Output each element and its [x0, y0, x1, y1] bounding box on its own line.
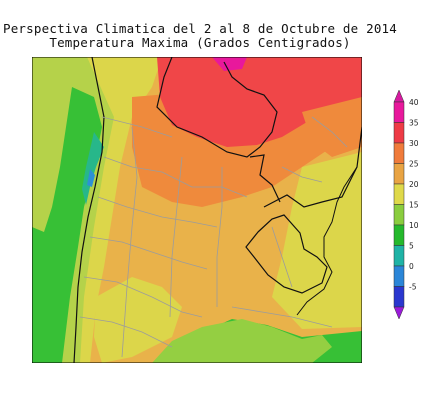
- zone-yellow-north: [80, 57, 162, 363]
- color-bar-label: 40: [409, 98, 419, 107]
- zone-cool-andes: [82, 132, 104, 205]
- map-title: Perspectiva Climatica del 2 al 8 de Octu…: [2, 21, 397, 36]
- color-bar-label: 30: [409, 139, 419, 148]
- color-bar-swatch: [393, 163, 405, 185]
- color-bar-label: 0: [409, 262, 414, 271]
- zone-light-green-south: [152, 319, 332, 363]
- temperature-map: [32, 57, 362, 363]
- color-bar-label: 10: [409, 221, 419, 230]
- color-bar-swatch: [393, 204, 405, 226]
- color-bar: 40 35 30 25 20 15 10 5 0 -5: [393, 89, 419, 320]
- color-bar-swatch: [393, 101, 405, 123]
- color-bar-swatch: [393, 265, 405, 287]
- coastline: [296, 166, 358, 316]
- color-bar-label: 5: [409, 242, 414, 251]
- color-bar-swatch: [393, 142, 405, 164]
- zone-orange-northeast: [302, 97, 362, 157]
- zone-magenta-peak: [212, 57, 247, 71]
- color-bar-swatch: [393, 122, 405, 144]
- province-boundaries: [79, 116, 348, 358]
- color-bar-label: 35: [409, 119, 419, 128]
- color-bar-label: 25: [409, 160, 419, 169]
- map-subtitle: Temperatura Maxima (Grados Centigrados): [49, 35, 351, 50]
- color-bar-swatch: [393, 183, 405, 205]
- zone-green-andes: [32, 87, 102, 363]
- color-bar-label: -5: [409, 283, 417, 292]
- color-bar-bottom-arrow: [393, 306, 405, 320]
- zone-yellow-southwest: [94, 277, 182, 363]
- zone-red-north: [157, 57, 362, 147]
- color-bar-swatch: [393, 224, 405, 246]
- color-bar-top-arrow: [393, 89, 405, 103]
- color-bar-swatch: [393, 245, 405, 267]
- color-bar-swatch: [393, 286, 405, 308]
- color-bar-label: 20: [409, 180, 419, 189]
- color-bar-label: 15: [409, 201, 419, 210]
- zone-cold-peak: [87, 169, 95, 187]
